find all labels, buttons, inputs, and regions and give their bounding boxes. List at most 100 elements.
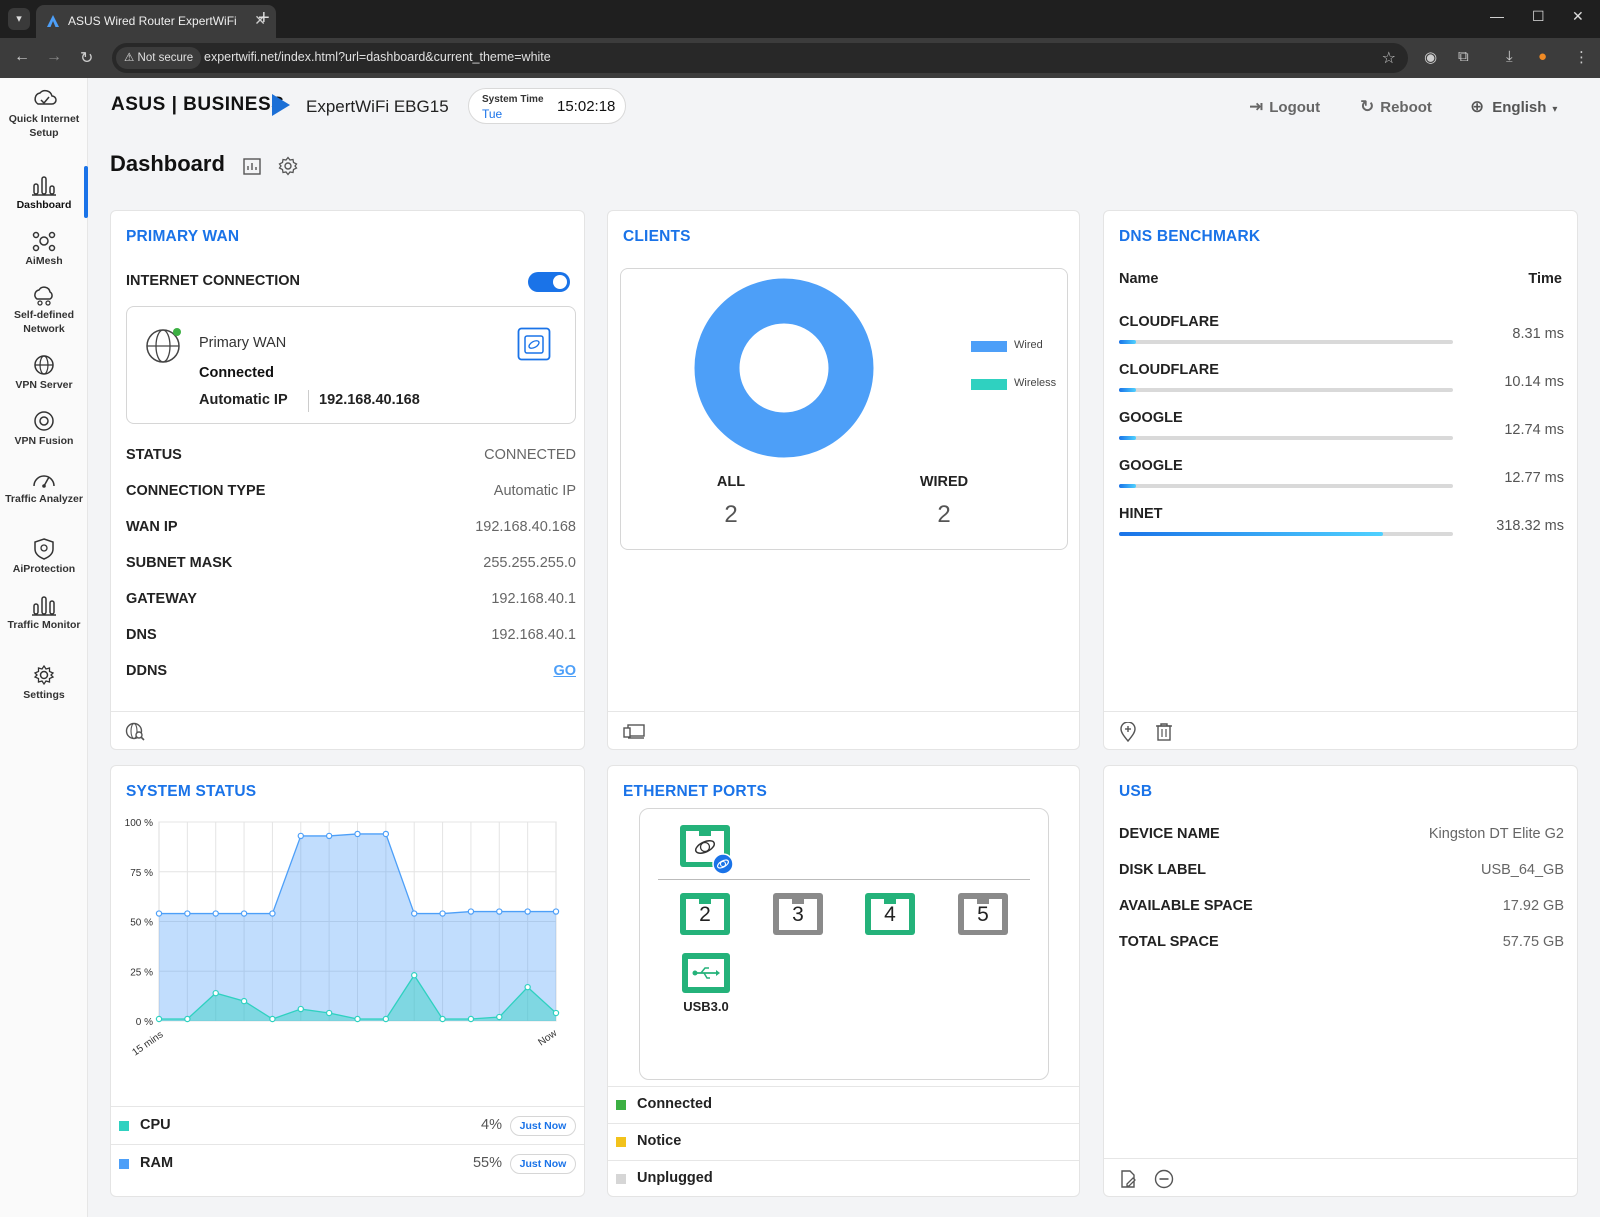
not-secure-badge[interactable]: ⚠ Not secure — [116, 47, 202, 69]
logout-button[interactable]: ⇥ Logout — [1249, 97, 1321, 116]
maximize-icon[interactable]: ☐ — [1532, 8, 1545, 24]
primary-wan-footer — [111, 711, 584, 749]
sidebar-item-traffic-monitor[interactable]: Traffic Monitor — [0, 594, 88, 632]
usb-port[interactable] — [682, 953, 730, 993]
clients-donut-chart — [694, 278, 874, 458]
language-select[interactable]: ⊕ English ▾ — [1470, 97, 1558, 116]
back-icon[interactable]: ← — [14, 48, 30, 65]
reload-icon[interactable]: ↻ — [80, 50, 94, 67]
wan-row-gateway: GATEWAY 192.168.40.1 — [126, 591, 576, 607]
y-tick-label: 75 % — [130, 868, 153, 879]
minimize-icon[interactable]: — — [1490, 8, 1504, 24]
browser-titlebar: ▾ ASUS Wired Router ExpertWiFi ✕ + — ☐ ✕ — [0, 0, 1600, 38]
usb-footer — [1104, 1158, 1577, 1196]
internet-badge-icon — [712, 853, 734, 875]
ram-point — [382, 830, 390, 838]
legend-unplugged-swatch — [616, 1174, 626, 1184]
url-text[interactable]: expertwifi.net/index.html?url=dashboard&… — [204, 50, 551, 64]
sidebar-item-quick-internet-setup[interactable]: Quick Internet Setup — [0, 88, 88, 140]
bookmark-star-icon[interactable]: ☆ — [1381, 50, 1396, 67]
cpu-just-now-badge[interactable]: Just Now — [510, 1116, 576, 1136]
sidebar-item-aiprotection[interactable]: AiProtection — [0, 538, 88, 576]
ram-legend-row: RAM 55% Just Now — [111, 1144, 584, 1181]
usb-icon — [692, 967, 720, 979]
y-tick-label: 25 % — [130, 967, 153, 978]
cpu-point — [155, 1015, 163, 1023]
browser-menu-icon[interactable]: ⋮ — [1574, 49, 1589, 66]
globe-icon: ⊕ — [1470, 97, 1485, 116]
gear-icon — [33, 664, 55, 686]
primary-wan-card: PRIMARY WAN INTERNET CONNECTION Primary … — [110, 210, 585, 750]
forward-icon[interactable]: → — [46, 48, 62, 65]
cpu-swatch — [119, 1121, 129, 1131]
sidebar-item-aimesh[interactable]: AiMesh — [0, 230, 88, 268]
usb-row-available-space: AVAILABLE SPACE 17.92 GB — [1119, 898, 1564, 914]
dns-benchmark-card: DNS BENCHMARK Name Time CLOUDFLARE 8.31 m… — [1103, 210, 1578, 750]
dns-benchmark-title: DNS BENCHMARK — [1119, 228, 1261, 245]
close-tab-icon[interactable]: ✕ — [254, 12, 266, 28]
ddns-go-link[interactable]: GO — [553, 663, 576, 679]
ram-point — [496, 908, 503, 915]
wan-row-ddns: DDNS GO — [126, 663, 576, 679]
tab-search-button[interactable]: ▾ — [8, 8, 30, 30]
ram-point — [184, 910, 191, 917]
internet-connection-label: INTERNET CONNECTION — [126, 273, 300, 289]
legend-connected-swatch — [616, 1100, 626, 1110]
wan-port[interactable] — [680, 825, 734, 875]
ram-point — [524, 908, 531, 915]
add-location-icon[interactable] — [1118, 722, 1138, 742]
cpu-point — [496, 1013, 503, 1021]
browser-toolbar: ← → ↻ ⚠ Not secure expertwifi.net/index.… — [0, 38, 1600, 78]
profile-avatar-icon[interactable]: ● — [1538, 48, 1548, 65]
usb-card: USB DEVICE NAME Kingston DT Elite G2 DISK… — [1103, 765, 1578, 1197]
cpu-point — [269, 1015, 276, 1023]
ports-divider — [658, 879, 1030, 880]
ram-just-now-badge[interactable]: Just Now — [510, 1154, 576, 1174]
dashboard-settings-gear-icon[interactable] — [278, 156, 298, 176]
sidebar-item-vpn-server[interactable]: VPN Server — [0, 354, 88, 392]
address-bar[interactable]: ⚠ Not secure expertwifi.net/index.html?u… — [112, 43, 1408, 73]
wan-row-wan-ip: WAN IP 192.168.40.168 — [126, 519, 576, 535]
internet-connection-toggle[interactable] — [528, 272, 570, 292]
ram-point — [552, 908, 560, 915]
wan-diagnose-icon[interactable] — [125, 722, 147, 742]
cpu-point — [184, 1015, 191, 1023]
lan-port-4[interactable]: 4 — [865, 893, 915, 935]
download-icon[interactable]: ⤓ — [1506, 48, 1513, 65]
new-tab-button[interactable]: + — [258, 7, 270, 29]
wan-row-subnet-mask: SUBNET MASK 255.255.255.0 — [126, 555, 576, 571]
sidebar-item-settings[interactable]: Settings — [0, 664, 88, 702]
trash-icon[interactable] — [1154, 722, 1174, 742]
sidebar-item-traffic-analyzer[interactable]: Traffic Analyzer — [0, 468, 88, 506]
asus-business-logo[interactable]: ASUS | BUSINESS — [111, 94, 285, 115]
ports-panel: 2 3 4 5 USB3.0 — [639, 808, 1049, 1080]
tab-title: ASUS Wired Router ExpertWiFi — [68, 14, 237, 28]
chevron-down-icon: ▾ — [1552, 104, 1558, 115]
reboot-button[interactable]: ↻ Reboot — [1360, 97, 1432, 116]
system-clock: 15:02:18 — [557, 98, 616, 115]
dashboard-layout-icon[interactable] — [242, 156, 262, 176]
usb-port-label: USB3.0 — [683, 999, 729, 1014]
cpu-area — [159, 975, 556, 1021]
cpu-point — [212, 989, 219, 997]
lan-port-3[interactable]: 3 — [773, 893, 823, 935]
cpu-point — [240, 997, 248, 1005]
clients-all-label: ALL — [716, 474, 746, 490]
lan-port-5[interactable]: 5 — [958, 893, 1008, 935]
extensions-puzzle-icon[interactable]: ⧉ — [1458, 48, 1469, 65]
usb-eject-icon[interactable] — [1154, 1169, 1174, 1189]
asus-favicon-icon — [47, 15, 59, 27]
extension-avatar-icon[interactable]: ◉ — [1424, 49, 1438, 66]
dns-bar-fill — [1119, 388, 1136, 392]
client-list-icon[interactable] — [622, 722, 646, 740]
primary-wan-box: Primary WAN Connected Automatic IP 192.1… — [126, 306, 576, 424]
sidebar-item-vpn-fusion[interactable]: VPN Fusion — [0, 410, 88, 448]
usb-edit-icon[interactable] — [1118, 1169, 1138, 1189]
close-window-icon[interactable]: ✕ — [1572, 8, 1584, 24]
browser-tab[interactable]: ASUS Wired Router ExpertWiFi ✕ — [36, 5, 276, 38]
wan-edit-icon[interactable] — [517, 327, 551, 361]
sidebar-item-dashboard[interactable]: Dashboard — [0, 174, 88, 212]
system-time-label: System Time — [482, 94, 544, 105]
sidebar-item-self-defined-network[interactable]: Self-defined Network — [0, 284, 88, 336]
lan-port-2[interactable]: 2 — [680, 893, 730, 935]
